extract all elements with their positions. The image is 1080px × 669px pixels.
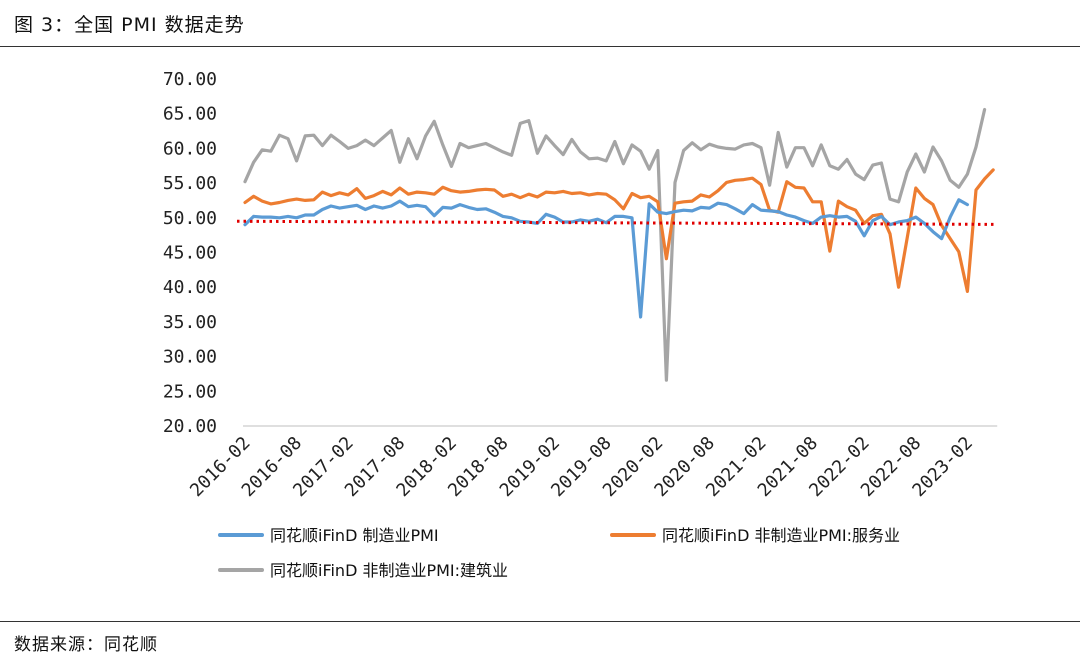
y-tick-label: 55.00	[163, 173, 217, 194]
series-lines	[243, 107, 995, 382]
x-axis-ticks: 2016-022016-082017-022017-082018-022018-…	[186, 433, 977, 501]
y-tick-label: 30.00	[163, 347, 217, 368]
y-tick-label: 65.00	[163, 104, 217, 125]
legend-label-2: 同花顺iFinD 非制造业PMI:建筑业	[270, 561, 508, 580]
legend-label-1: 同花顺iFinD 非制造业PMI:服务业	[662, 526, 900, 545]
y-tick-label: 20.00	[163, 416, 217, 437]
pmi-line-chart: 70.00 65.00 60.00 55.00 50.00 45.00 40.00 35.00…	[163, 69, 998, 580]
y-tick-label: 70.00	[163, 69, 217, 90]
legend-label-0: 同花顺iFinD 制造业PMI	[270, 526, 439, 545]
y-tick-label: 60.00	[163, 138, 217, 159]
series-line-1	[243, 168, 995, 293]
y-tick-label: 45.00	[163, 243, 217, 264]
top-rule	[0, 46, 1080, 47]
y-tick-label: 50.00	[163, 208, 217, 229]
source-note: 数据来源：同花顺	[14, 635, 158, 655]
figure-title: 图 3：全国 PMI 数据走势	[14, 14, 245, 36]
bottom-rule	[0, 621, 1080, 622]
series-line-2	[243, 107, 987, 382]
series-line-0	[243, 198, 970, 319]
y-tick-label: 35.00	[163, 312, 217, 333]
y-tick-label: 40.00	[163, 277, 217, 298]
y-axis-ticks: 70.00 65.00 60.00 55.00 50.00 45.00 40.00 35.00…	[163, 69, 217, 437]
legend: 同花顺iFinD 制造业PMI 同花顺iFinD 非制造业PMI:服务业同花顺iF…	[218, 526, 900, 580]
y-tick-label: 25.00	[163, 381, 217, 402]
